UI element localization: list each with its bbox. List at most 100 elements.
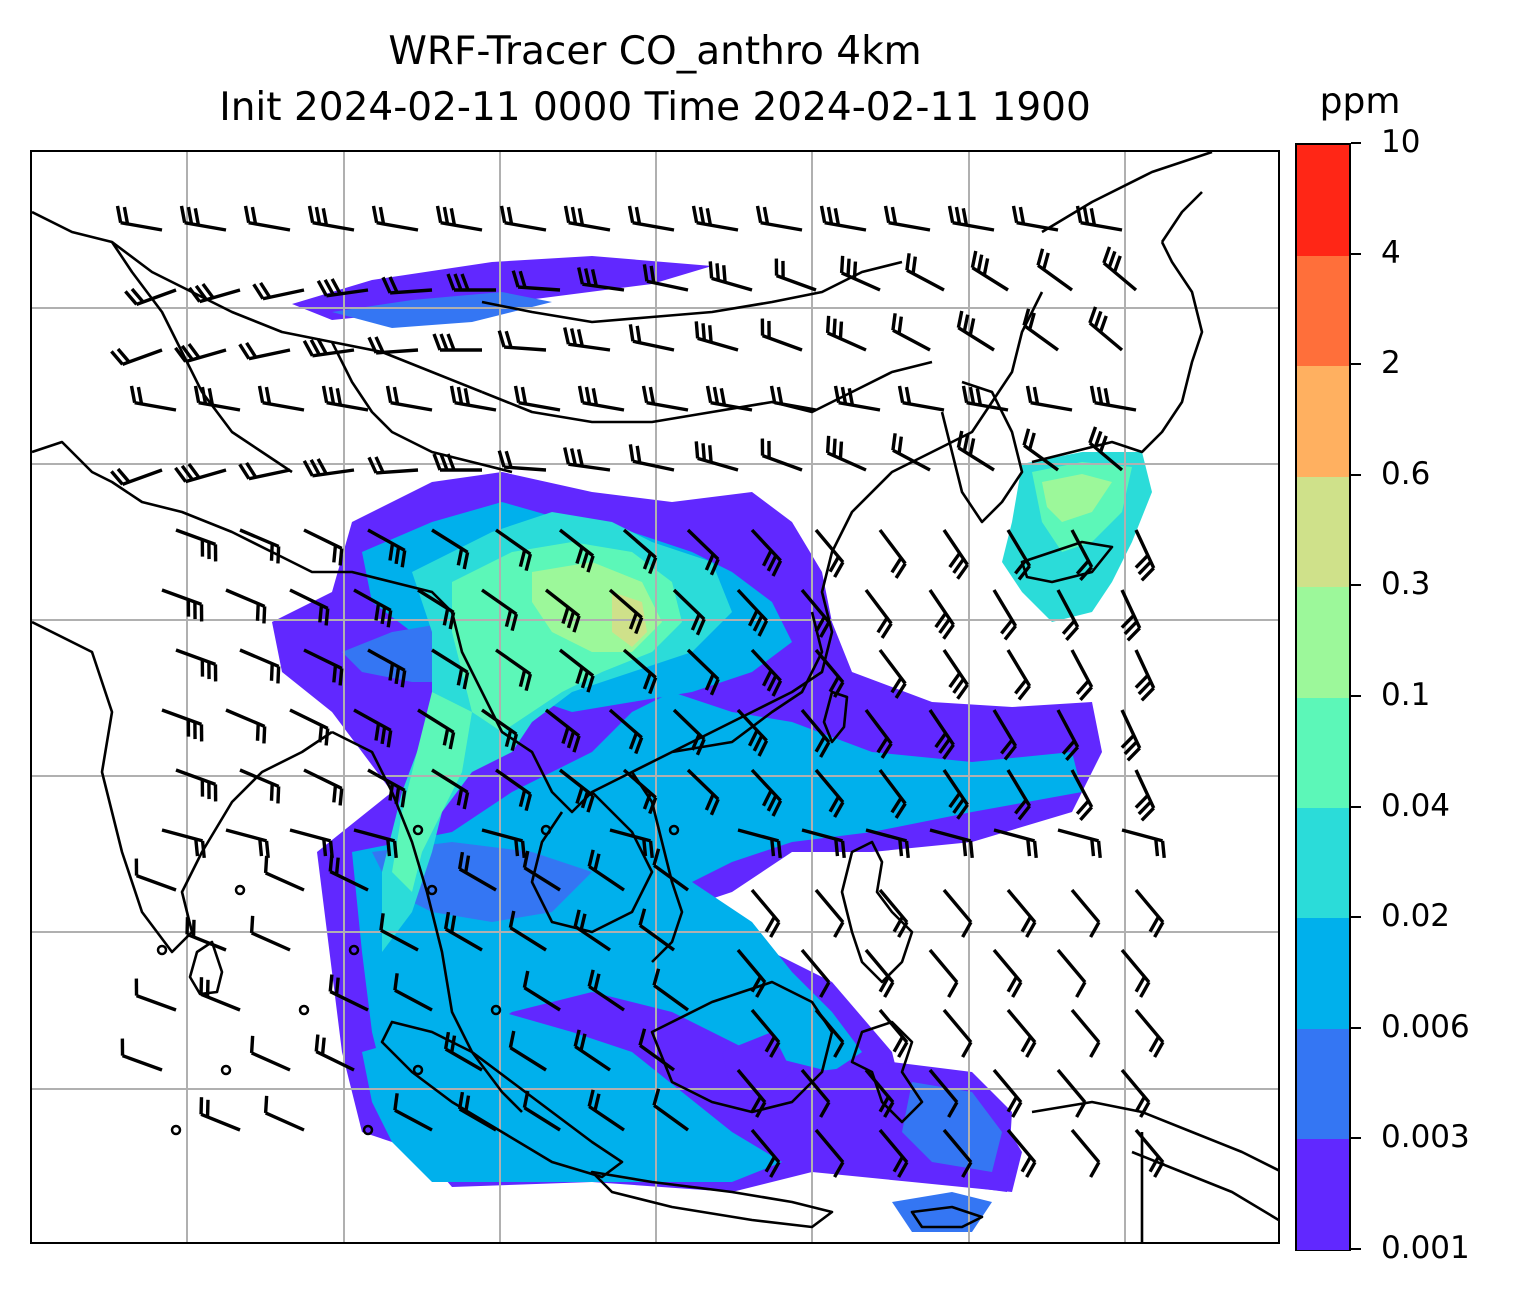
wind-barb — [481, 708, 519, 752]
wind-barb — [558, 768, 595, 813]
wind-barb — [134, 858, 177, 892]
wind-barb — [992, 948, 1023, 998]
co-plume-region — [902, 1082, 1002, 1172]
wind-barb — [652, 848, 689, 892]
wind-barb — [239, 528, 281, 564]
wind-calm-marker — [348, 944, 360, 956]
coastline-path — [188, 940, 224, 996]
colorbar-tick — [1351, 1026, 1361, 1029]
wind-barb — [627, 205, 675, 232]
wind-barb — [161, 588, 204, 622]
colorbar-tick — [1351, 916, 1361, 919]
wind-barb — [175, 528, 218, 562]
wind-barb — [587, 1089, 625, 1132]
wind-barb — [495, 648, 533, 692]
wind-barb — [814, 648, 845, 698]
wind-barb — [992, 589, 1018, 641]
wind-barb — [1070, 529, 1094, 582]
wind-barb — [750, 888, 781, 938]
wind-barb — [628, 324, 675, 352]
coastline-path — [940, 380, 1024, 524]
colorbar-tick — [1351, 473, 1361, 476]
wind-barb — [928, 589, 955, 640]
coastline-path — [630, 771, 684, 963]
wind-barb — [1006, 769, 1032, 821]
wind-barb — [942, 529, 969, 580]
colorbar-tick-label: 10 — [1381, 124, 1421, 160]
wind-barb — [686, 648, 720, 696]
wind-barb — [239, 648, 281, 684]
wind-barb — [883, 205, 931, 232]
wind-barb — [1022, 308, 1059, 352]
wind-barb — [321, 385, 369, 412]
wind-barb — [563, 447, 611, 472]
wind-barb — [1006, 1008, 1037, 1058]
wind-barb — [1134, 769, 1156, 822]
wind-barb — [609, 828, 654, 859]
wind-barb — [800, 948, 831, 998]
wind-barb — [289, 708, 330, 746]
co-plume-layer — [272, 256, 1152, 1232]
wind-barb — [686, 528, 720, 576]
wind-barb — [878, 528, 907, 579]
wind-barb — [115, 205, 163, 232]
wind-barb — [839, 255, 881, 292]
wind-barb — [814, 1128, 845, 1178]
wind-barb — [878, 1008, 909, 1058]
wind-barb — [110, 347, 163, 366]
wind-barb — [238, 341, 291, 361]
wind-barb — [750, 648, 783, 697]
wind-barb — [801, 828, 846, 859]
wind-barb — [431, 648, 470, 690]
wind-barb — [942, 1008, 973, 1058]
wind-barb — [622, 528, 658, 575]
wind-barb — [522, 1090, 561, 1132]
wind-barb — [864, 1068, 895, 1118]
wind-barb — [774, 258, 817, 292]
wind-barb — [457, 1091, 497, 1132]
wind-barb — [641, 385, 689, 412]
coastline-path — [481, 260, 903, 324]
wind-barb — [1134, 529, 1156, 582]
wind-barb — [446, 273, 496, 292]
wind-barb — [161, 828, 206, 859]
wind-barb — [942, 769, 969, 820]
wind-barb — [1134, 1008, 1165, 1058]
wind-barb — [1088, 426, 1124, 472]
plot-title-line2: Init 2024-02-11 0000 Time 2024-02-11 190… — [219, 85, 1091, 130]
colorbar-tick — [1351, 1248, 1361, 1250]
wind-barb — [457, 851, 497, 892]
colorbar-tick-label: 4 — [1381, 234, 1401, 271]
wind-barb — [736, 588, 769, 637]
wind-barb — [124, 287, 177, 306]
colorbar-segment — [1297, 255, 1349, 367]
wind-barb — [878, 888, 909, 938]
wind-barb — [686, 768, 720, 816]
wind-barb — [1056, 589, 1080, 642]
wind-barb — [573, 1029, 611, 1072]
wind-barb — [750, 1128, 781, 1178]
wind-barb — [431, 528, 470, 570]
wind-barb — [622, 768, 658, 815]
wind-barb — [750, 768, 783, 817]
wind-barb — [1056, 709, 1080, 762]
wind-barb — [814, 528, 845, 578]
wind-barb — [642, 264, 689, 292]
wind-barb — [587, 969, 625, 1012]
wind-barb — [435, 205, 483, 232]
wind-barb — [1134, 888, 1165, 938]
wind-barb — [263, 1095, 305, 1132]
wind-barb — [942, 649, 969, 700]
wind-barb — [1036, 248, 1073, 292]
map-canvas — [32, 152, 1278, 1242]
wind-calm-marker — [490, 1004, 502, 1016]
wind-barb — [367, 648, 407, 688]
colorbar-tick — [1351, 252, 1361, 255]
wind-barb — [1120, 948, 1151, 998]
wind-barb — [188, 282, 241, 304]
wind-barb — [1006, 529, 1032, 581]
wind-barb — [328, 974, 369, 1012]
wind-barb — [544, 588, 581, 633]
colorbar-tick-label: 0.04 — [1381, 787, 1451, 824]
wind-barb — [385, 385, 433, 412]
